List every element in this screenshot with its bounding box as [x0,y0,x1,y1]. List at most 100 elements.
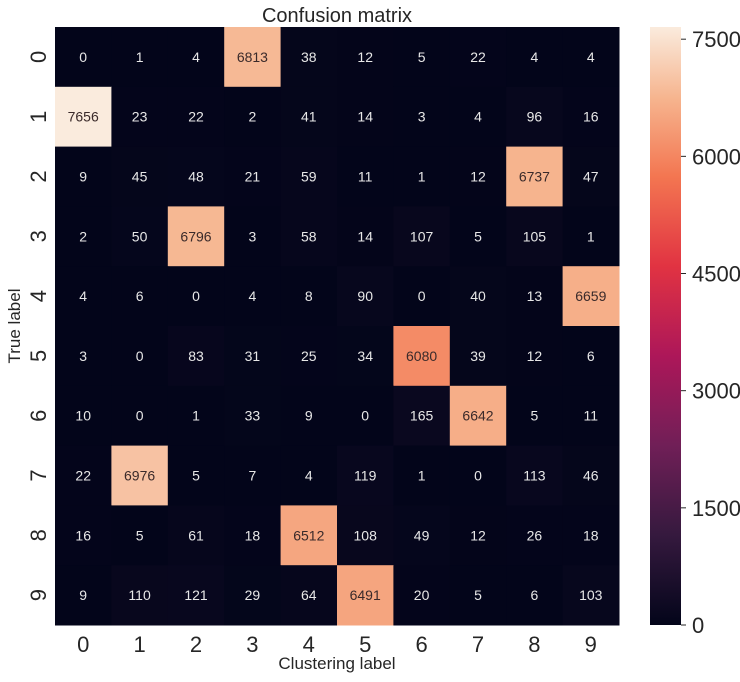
heatmap-cell [393,445,451,506]
heatmap-cell [111,86,169,148]
cell-value-label: 0 [79,49,87,65]
cell-value-label: 7 [249,468,257,484]
cell-value-label: 0 [136,348,144,364]
cell-value-label: 47 [583,169,599,185]
heatmap-cell [280,565,338,626]
heatmap-cell [337,146,394,207]
heatmap-cell [167,385,225,447]
colorbar-tick-label: 3000 [692,379,740,404]
cell-value-label: 41 [301,109,317,125]
y-tick-label: 7 [26,469,51,481]
heatmap-cell [55,385,112,447]
heatmap-cell [337,565,394,626]
heatmap-cell [280,27,338,88]
heatmap-cell [55,565,112,626]
heatmap-cell [393,565,451,626]
cell-value-label: 14 [357,228,373,244]
cell-value-label: 4 [305,468,313,484]
y-axis-label: True label [5,289,24,364]
x-tick-label: 9 [585,632,597,657]
colorbar-tick-label: 4500 [692,262,740,287]
cell-value-label: 14 [357,109,373,125]
heatmap-cell [280,505,338,566]
heatmap-cell [393,206,451,267]
cell-value-label: 110 [128,587,151,603]
cell-value-label: 16 [583,109,599,125]
heatmap-cell [55,445,112,506]
cell-value-label: 33 [245,408,261,424]
heatmap-cell [167,146,225,207]
cell-value-label: 6512 [293,527,324,543]
cell-value-label: 38 [301,49,317,65]
heatmap-cell [393,505,451,566]
heatmap-cell [562,326,620,387]
x-tick-label: 7 [472,632,484,657]
cell-value-label: 21 [245,169,261,185]
heatmap-cell [111,266,169,327]
cell-value-label: 105 [523,228,547,244]
y-tick-label: 3 [26,230,51,242]
heatmap-cell [506,385,564,447]
heatmap-cell [337,27,394,88]
y-tick-label: 0 [26,51,51,63]
cell-value-label: 1 [418,169,426,185]
heatmap-cell [393,385,451,447]
heatmap-cell [280,326,338,387]
heatmap-cell [280,385,338,447]
heatmap-cell [111,27,169,88]
cell-value-label: 23 [132,109,148,125]
heatmap-cell [167,505,225,566]
heatmap-cell [111,445,169,506]
heatmap-cell [449,86,507,148]
x-tick-label: 8 [528,632,540,657]
heatmap-cell [506,505,564,566]
cell-value-label: 1 [136,49,144,65]
heatmap-cell [167,27,225,88]
cell-value-label: 4 [531,49,539,65]
cell-value-label: 11 [358,169,373,185]
heatmap-cell [506,86,564,148]
heatmap-cell [337,266,394,327]
x-tick-label: 6 [415,632,427,657]
heatmap-cell [562,266,620,327]
y-tick-label: 5 [26,350,51,362]
x-tick-label: 0 [77,632,89,657]
cell-value-label: 48 [188,169,204,185]
heatmap-cell [167,206,225,267]
cell-value-label: 9 [79,169,87,185]
cell-value-label: 9 [79,587,87,603]
heatmap-cell [167,565,225,626]
heatmap-cell [111,206,169,267]
cell-value-label: 165 [410,408,434,424]
heatmap-cell [167,445,225,506]
cell-value-label: 12 [470,527,486,543]
cell-value-label: 113 [523,468,546,484]
cell-value-label: 12 [357,49,373,65]
heatmap-cell [55,86,112,148]
cell-value-label: 4 [79,288,87,304]
cell-value-label: 1 [192,408,200,424]
heatmap-cell [55,505,112,566]
cell-value-label: 5 [531,408,539,424]
cell-value-label: 59 [301,169,317,185]
cell-value-label: 5 [474,587,482,603]
heatmap-cell [280,86,338,148]
heatmap-cell [337,326,394,387]
x-tick-label: 1 [133,632,145,657]
cell-value-label: 13 [527,288,543,304]
cell-value-label: 31 [245,348,261,364]
heatmap-cell [506,27,564,88]
cell-value-label: 6737 [519,169,550,185]
heatmap-cell [224,565,282,626]
cell-value-label: 6976 [124,468,155,484]
cell-value-label: 5 [136,527,144,543]
cell-value-label: 4 [587,49,595,65]
cell-value-label: 58 [301,228,317,244]
heatmap-cell [55,27,112,88]
heatmap-cell [111,385,169,447]
colorbar [650,27,681,625]
heatmap-cell [393,27,451,88]
heatmap-cell [506,326,564,387]
cell-value-label: 46 [583,468,599,484]
cell-value-label: 61 [188,527,204,543]
